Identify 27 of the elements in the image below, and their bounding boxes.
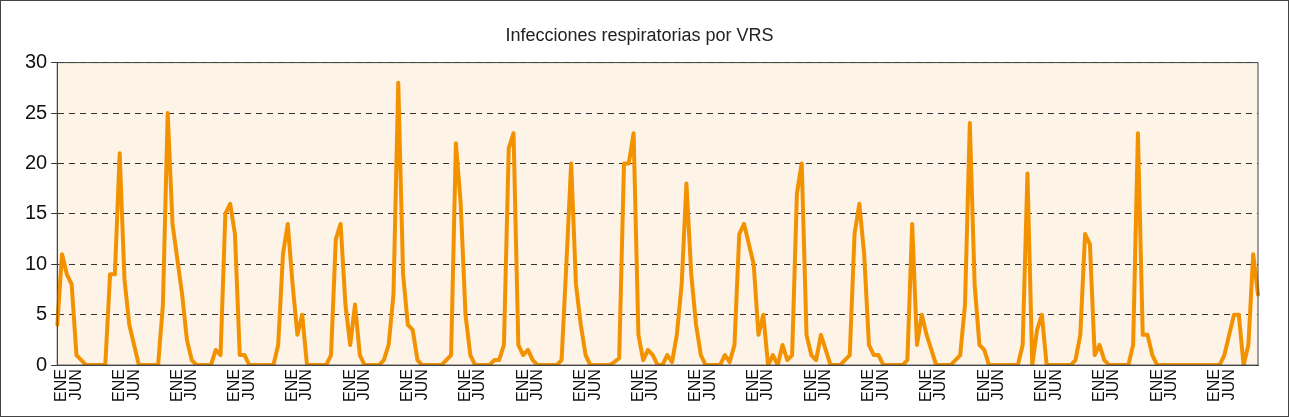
x-tick-label: ENE	[167, 369, 185, 403]
x-tick-label: ENE	[917, 369, 934, 403]
x-tick-label: ENE	[628, 369, 646, 403]
x-tick-label: ENE	[801, 369, 819, 403]
x-tick-label: ENE	[455, 369, 473, 403]
y-tick-label: 10	[25, 251, 48, 274]
x-tick-label: ENE	[340, 369, 358, 403]
x-tick-label: ENE	[283, 369, 300, 403]
x-tick-label: ENE	[974, 369, 992, 403]
x-tick-label: JUN	[297, 369, 315, 401]
y-tick-label: 15	[25, 201, 48, 224]
y-tick-label: 30	[25, 50, 48, 73]
x-tick-label: JUN	[182, 369, 200, 401]
chart-title: Infecciones respiratorias por VRS	[505, 24, 774, 45]
x-tick-label: JUN	[989, 369, 1007, 401]
x-tick-label: JUN	[355, 369, 373, 401]
y-tick-label: 5	[36, 302, 48, 325]
y-tick-label: 0	[36, 352, 48, 375]
x-tick-label: JUN	[470, 369, 488, 401]
x-tick-label: JUN	[816, 369, 834, 401]
x-tick-label: JUN	[758, 369, 776, 401]
x-tick-label: JUN	[931, 369, 949, 401]
x-tick-label: JUN	[643, 369, 661, 401]
y-tick-label: 25	[25, 100, 48, 123]
x-tick-label: JUN	[1104, 369, 1122, 401]
y-tick-label: 20	[25, 150, 48, 173]
x-tick-label: ENE	[1089, 369, 1107, 403]
